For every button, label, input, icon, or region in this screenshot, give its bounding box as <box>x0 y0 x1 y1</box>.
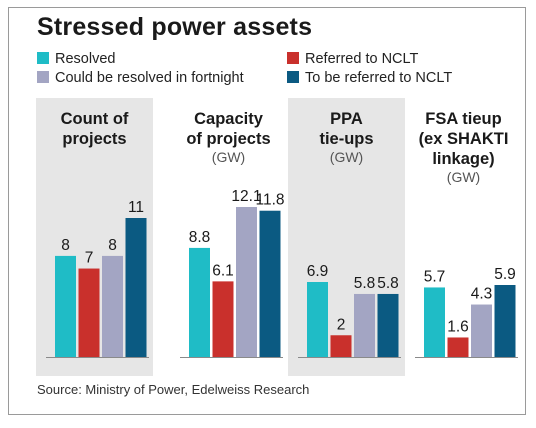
bar-label-2-resolved: 6.9 <box>307 263 329 280</box>
group-unit-1: (GW) <box>212 149 245 165</box>
legend-swatch-fortnight <box>37 71 49 83</box>
group-unit-3: (GW) <box>447 169 480 185</box>
bar-3-referred <box>447 337 469 357</box>
bar-label-2-referred: 2 <box>337 316 346 333</box>
bar-label-1-resolved: 8.8 <box>189 229 211 246</box>
bar-label-3-to-be-referred: 5.9 <box>494 266 516 283</box>
bar-label-3-fortnight: 4.3 <box>471 286 493 303</box>
bar-1-to-be-referred <box>259 210 281 357</box>
legend-swatch-resolved <box>37 52 49 64</box>
bar-1-referred <box>212 281 234 357</box>
legend-label-to-be-referred: To be referred to NCLT <box>305 70 453 86</box>
group-title-0-line-1: projects <box>62 130 126 148</box>
legend-label-fortnight: Could be resolved in fortnight <box>55 70 244 86</box>
bar-label-1-referred: 6.1 <box>212 262 234 279</box>
legend-item-resolved: Resolved <box>37 51 115 67</box>
group-title-2-line-1: tie-ups <box>319 130 373 148</box>
bar-2-to-be-referred <box>377 293 399 357</box>
group-title-3-line-1: (ex SHAKTI <box>419 130 509 148</box>
bar-2-fortnight <box>354 293 375 357</box>
legend-label-resolved: Resolved <box>55 51 116 67</box>
chart-frame <box>8 7 526 415</box>
chart-title: Stressed power assets <box>37 13 313 41</box>
group-title-2-line-0: PPA <box>330 110 363 128</box>
group-unit-2: (GW) <box>330 149 363 165</box>
bar-label-2-to-be-referred: 5.8 <box>377 275 399 292</box>
bar-3-fortnight <box>471 304 492 357</box>
bar-label-0-fortnight: 8 <box>108 237 117 254</box>
bar-1-resolved <box>189 247 210 357</box>
group-title-0-line-0: Count of <box>61 110 129 128</box>
bar-label-1-fortnight: 12.1 <box>231 188 261 205</box>
bar-label-3-referred: 1.6 <box>447 318 469 335</box>
bar-label-0-to-be-referred: 11 <box>128 199 144 216</box>
bar-0-fortnight <box>102 255 123 357</box>
legend-item-fortnight: Could be resolved in fortnight <box>37 70 244 86</box>
legend-swatch-referred <box>287 52 299 64</box>
legend-item-to-be-referred: To be referred to NCLT <box>287 70 452 86</box>
bar-0-resolved <box>55 255 76 357</box>
legend-item-referred: Referred to NCLT <box>287 51 418 67</box>
bar-label-2-fortnight: 5.8 <box>354 275 376 292</box>
group-title-1-line-1: of projects <box>186 130 270 148</box>
legend-label-referred: Referred to NCLT <box>305 51 419 67</box>
bar-1-fortnight <box>236 207 257 357</box>
bar-label-3-resolved: 5.7 <box>424 268 446 285</box>
group-title-1-line-0: Capacity <box>194 110 264 128</box>
bar-label-1-to-be-referred: 11.8 <box>255 192 284 209</box>
bar-3-resolved <box>424 287 445 357</box>
legend-swatch-to-be-referred <box>287 71 299 83</box>
group-title-3-line-0: FSA tieup <box>425 110 501 128</box>
group-title-3-line-2: linkage) <box>432 150 494 168</box>
bar-0-to-be-referred <box>125 218 147 357</box>
bar-2-resolved <box>307 282 328 357</box>
bar-2-referred <box>330 335 352 357</box>
bar-0-referred <box>78 268 100 357</box>
source-note: Source: Ministry of Power, Edelweiss Res… <box>37 382 310 397</box>
bar-3-to-be-referred <box>494 285 516 357</box>
bar-label-0-referred: 7 <box>85 250 94 267</box>
bar-label-0-resolved: 8 <box>61 237 70 254</box>
